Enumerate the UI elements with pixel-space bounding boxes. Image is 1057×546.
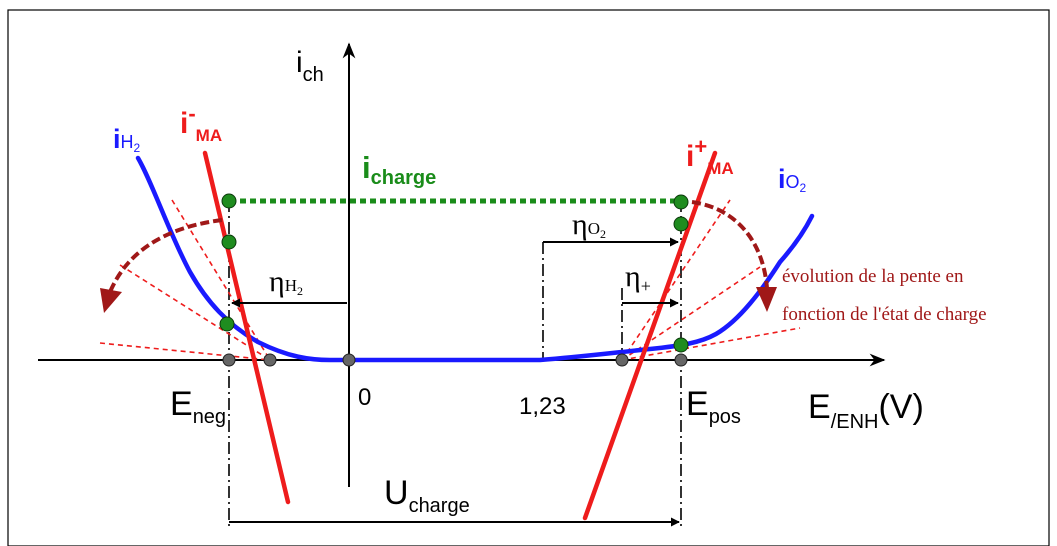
tick-label-1-23: 1,23 — [519, 393, 566, 420]
u-charge-label: Ucharge — [384, 474, 470, 517]
i-ma-minus-label: i-MA — [180, 101, 222, 145]
diagram-frame — [7, 9, 1050, 546]
i-h2-i-o2-curve — [135, 155, 815, 363]
i-ma-plus-label: i+MA — [686, 134, 734, 178]
i-o2-point — [673, 337, 689, 353]
i-charge-point-pos — [673, 194, 689, 210]
e-pos-point — [674, 353, 688, 367]
slope-tangent-neg-2 — [119, 264, 271, 361]
annotation-line-2: fonction de l'état de charge — [782, 304, 987, 325]
e-neg-label: Eneg — [170, 385, 226, 428]
i-ma-minus-point — [221, 234, 237, 250]
i-o2-label: iO2 — [778, 164, 807, 195]
slope-evolution-arrowhead-right — [756, 287, 777, 312]
origin-point — [342, 353, 356, 367]
i-h2-point — [219, 316, 235, 332]
slope-evolution-arrow-right — [691, 200, 769, 289]
i-ma-plus-intercept-point — [615, 353, 629, 367]
i-ma-plus-point — [673, 216, 689, 232]
e-pos-label: Epos — [686, 385, 741, 428]
x-axis-label: E/ENH(V) — [808, 388, 924, 433]
y-axis-label: ich — [296, 46, 324, 86]
slope-tangent-neg-1 — [99, 342, 271, 361]
eta-plus-label: η+ — [625, 260, 651, 296]
slope-tangent-pos-1 — [621, 327, 801, 361]
i-charge-label: icharge — [362, 150, 436, 189]
i-h2-label: iH2 — [113, 124, 141, 155]
annotation-line-1: évolution de la pente en — [782, 266, 964, 287]
eta-o2-label: ηO2 — [572, 208, 606, 241]
i-ma-minus-intercept-point — [263, 353, 277, 367]
i-charge-point-neg — [221, 193, 237, 209]
slope-evolution-arrow-left — [108, 218, 223, 293]
i-ma-plus-line — [582, 150, 718, 521]
i-ma-minus-line — [202, 150, 291, 505]
slope-evolution-arrowhead-left — [100, 288, 122, 313]
e-neg-point — [222, 353, 236, 367]
tick-label-zero: 0 — [358, 384, 371, 411]
eta-h2-label: ηH2 — [269, 265, 303, 298]
